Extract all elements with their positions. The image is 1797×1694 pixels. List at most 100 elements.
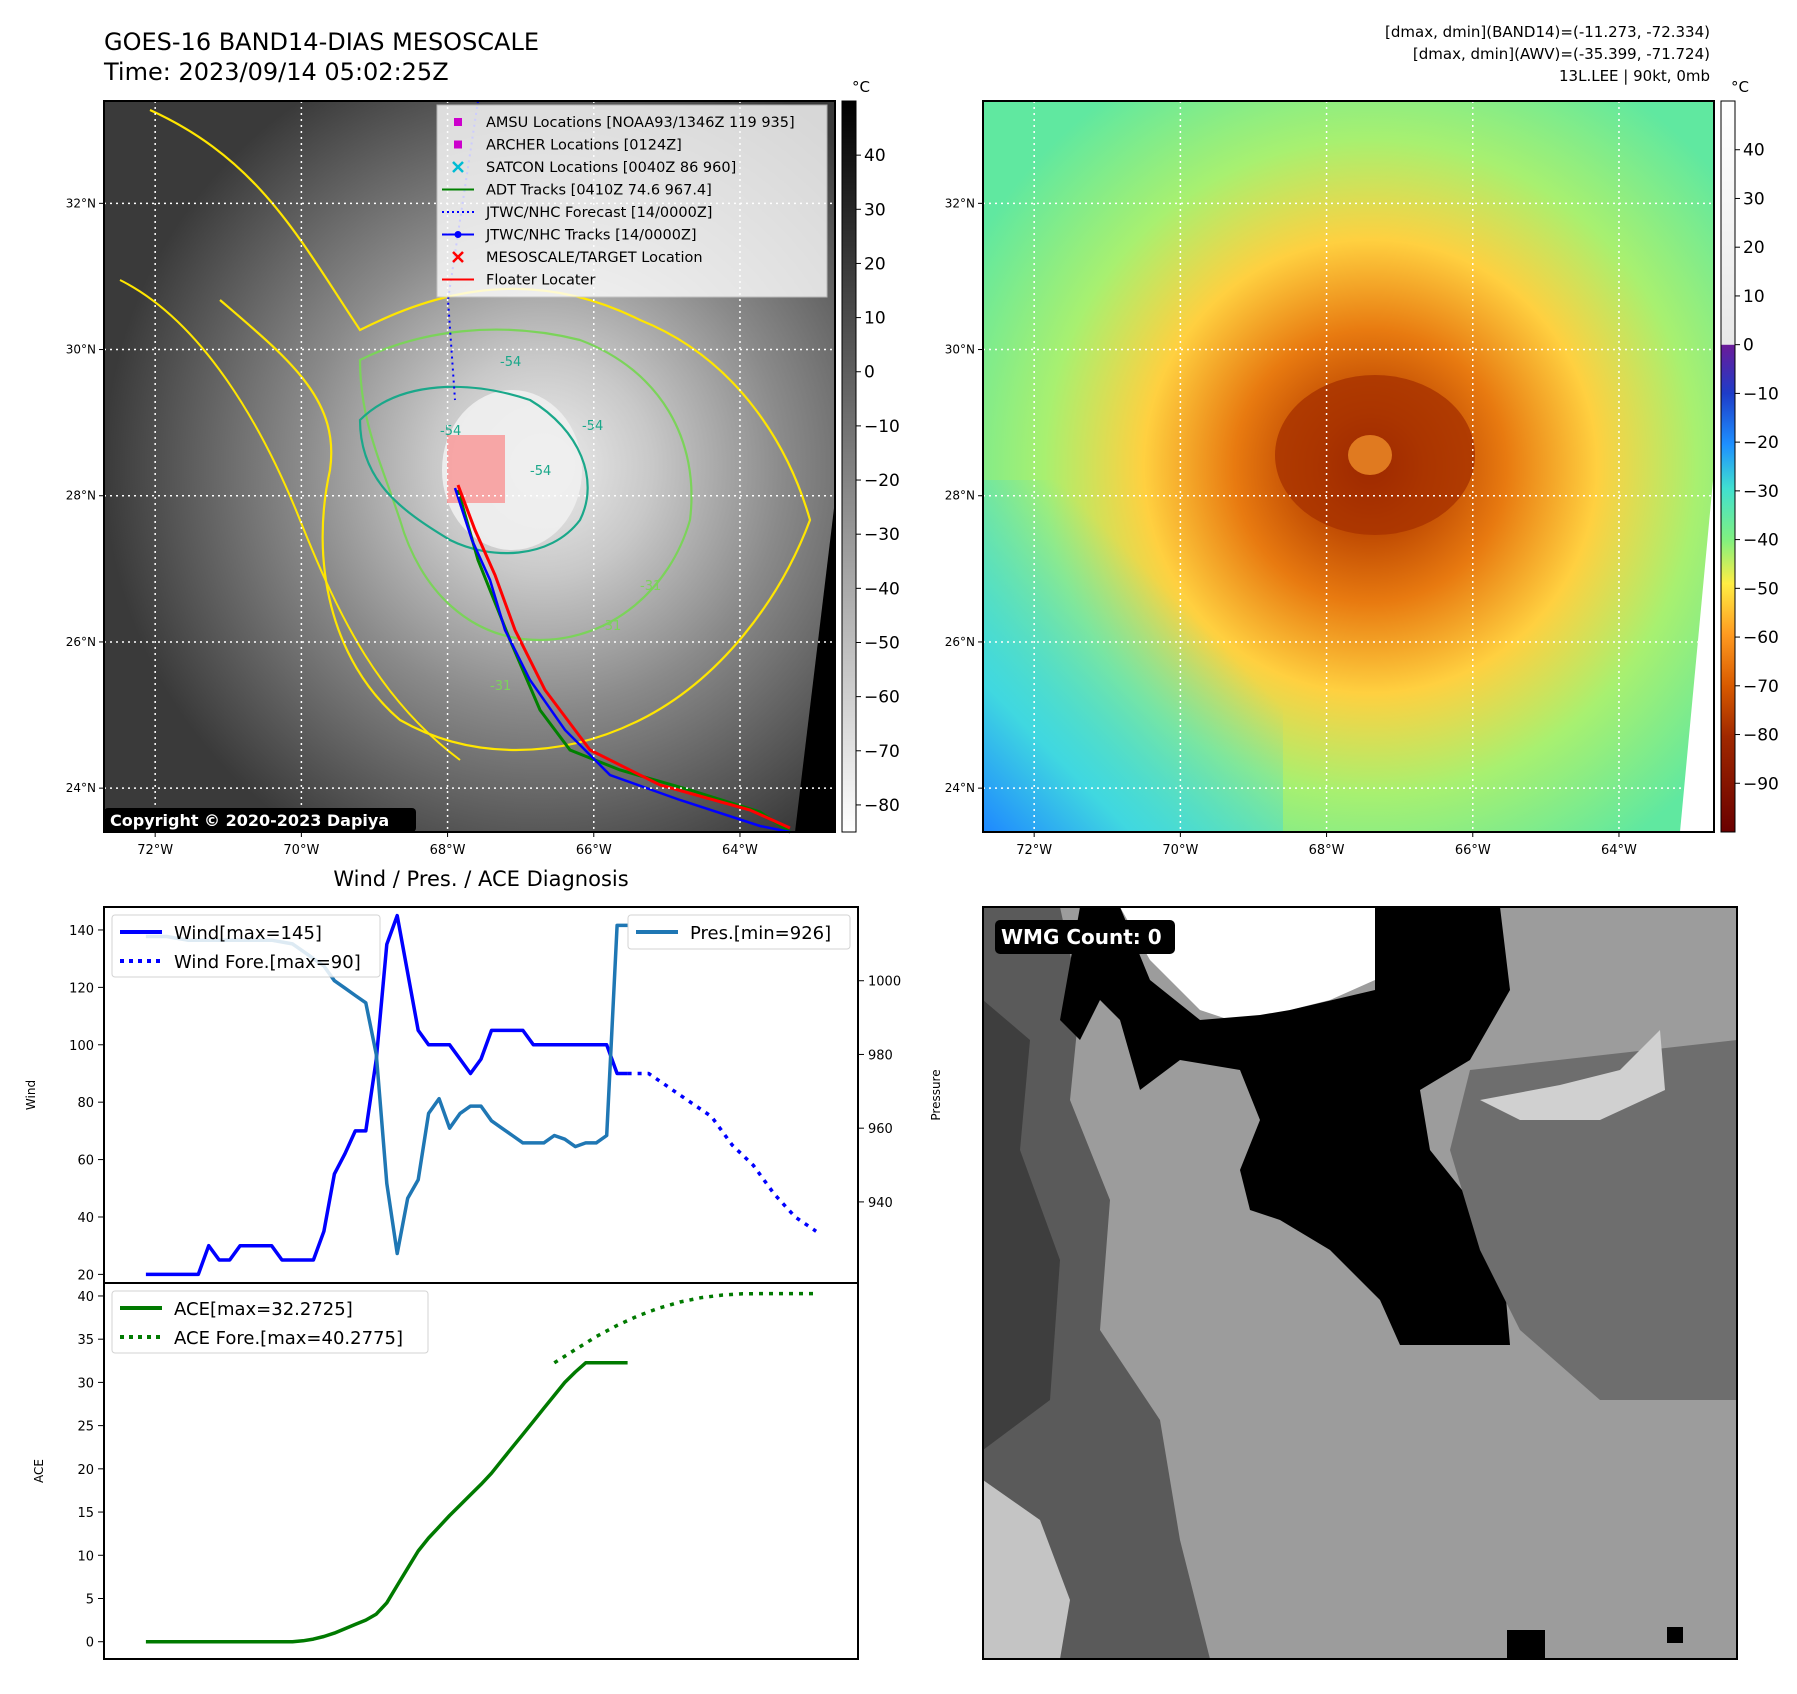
map-gray-no-data <box>795 500 835 832</box>
legend-marker-dot <box>454 231 462 238</box>
map-color-grid <box>983 101 1714 832</box>
colorbar-tick-label: −60 <box>1743 628 1779 648</box>
colorbar-tick-label: 20 <box>1743 238 1765 258</box>
lon-label: 72°W <box>1016 843 1052 858</box>
lon-label: 68°W <box>430 843 466 858</box>
colorbar-tick-label: −60 <box>864 688 900 708</box>
lat-label: 30°N <box>945 343 975 357</box>
pres-legend-label: Pres.[min=926] <box>690 923 831 944</box>
wmg-white-top <box>1120 907 1375 1030</box>
colorbar-tick-label: −30 <box>1743 482 1779 502</box>
ace-fore-legend-label: ACE Fore.[max=40.2775] <box>174 1328 403 1349</box>
wmg-black-spot <box>1667 1627 1683 1643</box>
lat-label: 28°N <box>66 489 96 503</box>
series-line-1 <box>627 1071 818 1233</box>
series-line-4 <box>553 1291 817 1365</box>
colorbar-tick-label: 30 <box>1743 189 1765 209</box>
copyright-text: Copyright © 2020-2023 Dapiya <box>110 811 389 830</box>
map-legend: AMSU Locations [NOAA93/1346Z 119 935] ARC… <box>436 104 828 298</box>
ace-panel: 0 5 10 15 20 25 30 35 40 ACE ACE[max=32.2725] AC… <box>32 1282 859 1660</box>
contour-lightgreen <box>358 328 693 642</box>
ace-ytick-label: 15 <box>77 1506 94 1521</box>
ace-ytick-label: 40 <box>77 1290 94 1305</box>
wmg-black-spot <box>1507 1630 1545 1659</box>
pressure-ytick-label: 960 <box>868 1122 893 1137</box>
legend-label: JTWC/NHC Tracks [14/0000Z] <box>485 228 697 244</box>
pressure-ytick-label: 940 <box>868 1196 893 1211</box>
map-legend-items: AMSU Locations [NOAA93/1346Z 119 935] ARC… <box>442 115 795 289</box>
colorbar-tick-label: −90 <box>1743 774 1779 794</box>
colorbar-tick-label: −10 <box>1743 384 1779 404</box>
adt-track <box>456 489 791 834</box>
colorbar-gray-ramp <box>841 100 857 833</box>
chart-title: Wind / Pres. / ACE Diagnosis <box>333 867 628 891</box>
wind-legend-label: Wind[max=145] <box>174 923 322 944</box>
wmg-light-bottom-left <box>983 1480 1070 1659</box>
lat-label: 28°N <box>945 489 975 503</box>
ace-ylabel: ACE <box>32 1459 46 1483</box>
colorbar-tick-label: 40 <box>1743 141 1765 161</box>
contour-teal <box>358 385 589 555</box>
lon-label: 68°W <box>1309 843 1345 858</box>
map-grayscale: -54 -54 -54 -54 -31 -31 -31 AMSU Locatio… <box>103 100 836 834</box>
legend-label: ADT Tracks [0410Z 74.6 967.4] <box>486 183 712 199</box>
map-gray-eye-region <box>442 390 582 550</box>
contour-yellow-2 <box>119 279 461 761</box>
lon-label: 64°W <box>1601 843 1637 858</box>
legend-marker-square <box>454 118 462 126</box>
legend-label: AMSU Locations [NOAA93/1346Z 119 935] <box>486 115 795 131</box>
wind-legend-box <box>111 914 381 978</box>
pres-legend-box <box>627 914 851 950</box>
figure-title: GOES-16 BAND14-DIAS MESOSCALE <box>104 28 539 56</box>
colorbar-tick-label: −50 <box>1743 579 1779 599</box>
lon-label: 66°W <box>576 843 612 858</box>
colorbar-tick-label: −40 <box>864 579 900 599</box>
floater-track <box>456 484 791 830</box>
colorbar-color-ramp <box>1720 100 1736 833</box>
map-color-eye <box>1348 435 1392 475</box>
pressure-y-ticks: 940 960 980 1000 <box>858 975 901 1211</box>
dmax-awv: [dmax, dmin](AWV)=(-35.399, -71.724) <box>1413 45 1710 63</box>
series-line-3 <box>145 1361 628 1644</box>
storm-info: 13L.LEE | 90kt, 0mb <box>1559 67 1710 85</box>
contour-label: -54 <box>530 464 551 479</box>
contour-label: -54 <box>500 355 521 370</box>
wmg-black-top <box>1060 907 1510 1345</box>
lat-label: 26°N <box>66 635 96 649</box>
wind-y-ticks: 20 40 60 80 100 120 140 <box>69 924 104 1283</box>
ace-ytick-label: 30 <box>77 1376 94 1391</box>
wind-ylabel: Wind <box>24 1080 38 1110</box>
map-color <box>982 100 1715 833</box>
colorbar-tick-label: 0 <box>1743 336 1754 356</box>
map-color-lon-labels: 72°W 70°W 68°W 66°W 64°W <box>1016 832 1637 858</box>
ace-plot <box>145 1291 817 1644</box>
colorbar-tick-label: 10 <box>864 309 886 329</box>
wind-ytick-label: 20 <box>77 1268 94 1283</box>
map-color-lat-labels: 32°N 30°N 28°N 26°N 24°N <box>945 196 983 795</box>
colorbar-tick-label: 10 <box>1743 287 1765 307</box>
contour-label: -31 <box>490 679 511 694</box>
lon-label: 70°W <box>1162 843 1198 858</box>
lat-label: 32°N <box>66 196 96 210</box>
copyright-badge <box>104 808 416 832</box>
colorbar-color: °C 40 30 20 10 0 −10 −20 −30 −40 −50 −60 −70 −80 −90 <box>1720 78 1779 833</box>
lon-label: 64°W <box>722 843 758 858</box>
lon-label: 66°W <box>1455 843 1491 858</box>
colorbar-tick-label: −70 <box>1743 677 1779 697</box>
series-line-0 <box>145 913 628 1277</box>
lat-label: 24°N <box>66 781 96 795</box>
ace-ytick-label: 20 <box>77 1463 94 1478</box>
wmg-frame <box>982 906 1738 1660</box>
colorbar-tick-label: −20 <box>1743 433 1779 453</box>
wind-pressure-panel: 20 40 60 80 100 120 140 940 960 980 1000 Wind Pre… <box>24 906 943 1284</box>
contour-label: -31 <box>640 579 661 594</box>
colorbar-gray-ticks: 40 30 20 10 0 −10 −20 −30 −40 −50 −60 −70 −80 <box>856 146 900 816</box>
legend-label: Floater Locater <box>486 273 595 289</box>
best-track <box>453 487 791 834</box>
colorbar-tick-label: 20 <box>864 254 886 274</box>
map-gray-lat-labels: 32°N 30°N 28°N 26°N 24°N <box>66 196 104 795</box>
legend-label: SATCON Locations [0040Z 86 960] <box>486 160 736 176</box>
colorbar-tick-label: −80 <box>864 796 900 816</box>
ace-legend-box <box>111 1290 429 1354</box>
